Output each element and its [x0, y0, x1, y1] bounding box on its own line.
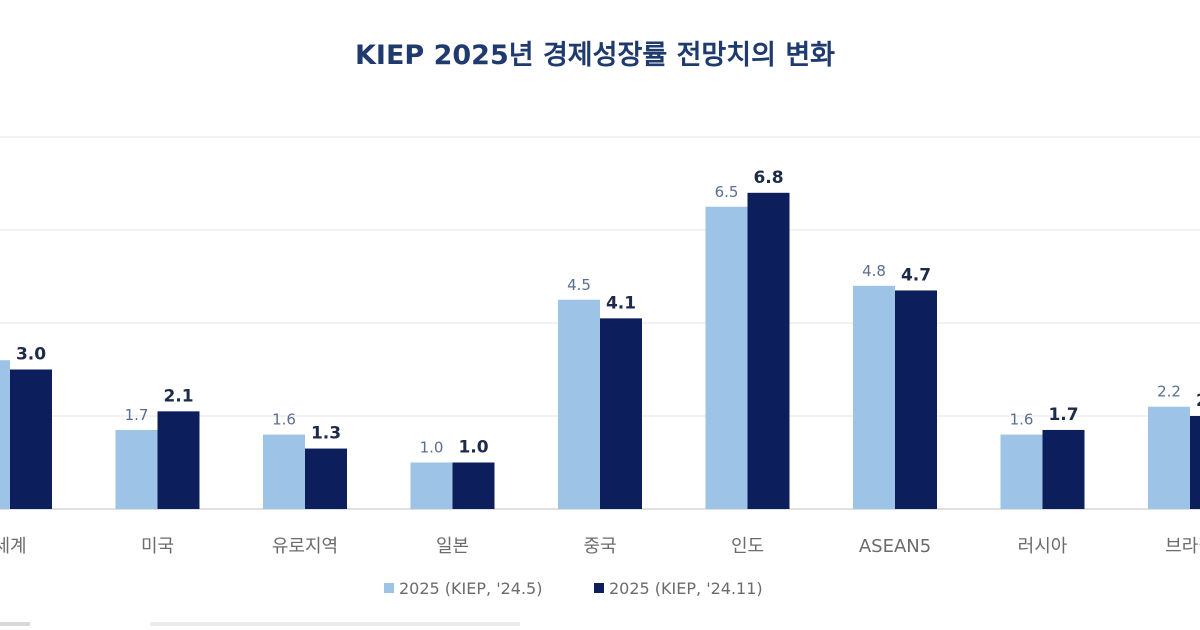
- data-label: 1.7: [125, 406, 149, 424]
- bar-series-1: [410, 462, 453, 509]
- data-label: 2.2: [1157, 383, 1181, 401]
- data-label: 2.0: [1196, 391, 1200, 411]
- bar-series-1: [263, 434, 305, 509]
- bar-series-2: [600, 318, 642, 509]
- bar-series-1: [705, 206, 748, 509]
- footer-mark: [0, 622, 30, 626]
- legend-label: 2025 (KIEP, '24.11): [609, 579, 763, 598]
- bar-series-2: [1190, 416, 1200, 509]
- legend-swatch: [384, 583, 394, 593]
- bar-series-2: [157, 411, 200, 509]
- category-label: 중국: [583, 536, 616, 557]
- data-label: 4.7: [901, 265, 931, 285]
- data-label: 1.0: [420, 439, 444, 457]
- category-label: 러시아: [1018, 536, 1068, 557]
- bar-series-1: [558, 299, 600, 509]
- data-label: 1.6: [1010, 411, 1034, 429]
- bar-series-1: [1148, 406, 1190, 509]
- category-label: 인도: [731, 536, 764, 557]
- bar-series-1: [115, 429, 158, 509]
- legend-swatch: [594, 583, 604, 593]
- category-label: 세계: [0, 536, 27, 557]
- bars: [0, 192, 1200, 510]
- data-label: 1.6: [272, 411, 296, 429]
- bar-series-2: [1042, 429, 1085, 509]
- category-labels: 세계 미국 유로지역 일본 중국 인도 ASEAN5 러시아 브라질: [0, 536, 1200, 557]
- category-label: 브라질: [1165, 536, 1200, 557]
- data-label: 4.1: [606, 293, 636, 313]
- data-label: 4.5: [567, 276, 591, 294]
- bar-series-2: [10, 369, 52, 509]
- data-label: 1.3: [311, 424, 341, 444]
- bar-series-2: [895, 290, 937, 509]
- bar-series-1: [853, 285, 895, 509]
- data-label: 6.8: [753, 168, 783, 188]
- bar-series-2: [305, 448, 347, 509]
- data-label: 4.8: [862, 262, 886, 280]
- data-label: 2.1: [163, 386, 193, 406]
- data-label: 1.7: [1048, 405, 1078, 425]
- footer-note: [0, 622, 520, 626]
- bar-series-1: [1000, 434, 1043, 509]
- bar-series-1: [0, 360, 10, 509]
- data-label: 6.5: [715, 183, 739, 201]
- chart-title: KIEP 2025년 경제성장률 전망치의 변화: [355, 40, 835, 71]
- data-label: 3.0: [16, 345, 46, 365]
- data-labels: 3.2 3.0 1.7 2.1 1.6 1.3 1.0 1.0 4.5 4.1 6.5 6.8 4.8 4…: [0, 168, 1200, 458]
- data-label: 3.2: [0, 336, 1, 354]
- bar-series-2: [452, 462, 495, 509]
- category-label: 유로지역: [272, 536, 338, 557]
- legend: 2025 (KIEP, '24.5) 2025 (KIEP, '24.11): [384, 579, 763, 598]
- category-label: 미국: [141, 536, 174, 557]
- legend-label: 2025 (KIEP, '24.5): [399, 579, 542, 598]
- footer-mark: [150, 622, 520, 626]
- category-label: ASEAN5: [859, 536, 931, 557]
- data-label: 1.0: [458, 438, 488, 458]
- category-label: 일본: [436, 536, 469, 557]
- bar-series-2: [747, 192, 790, 510]
